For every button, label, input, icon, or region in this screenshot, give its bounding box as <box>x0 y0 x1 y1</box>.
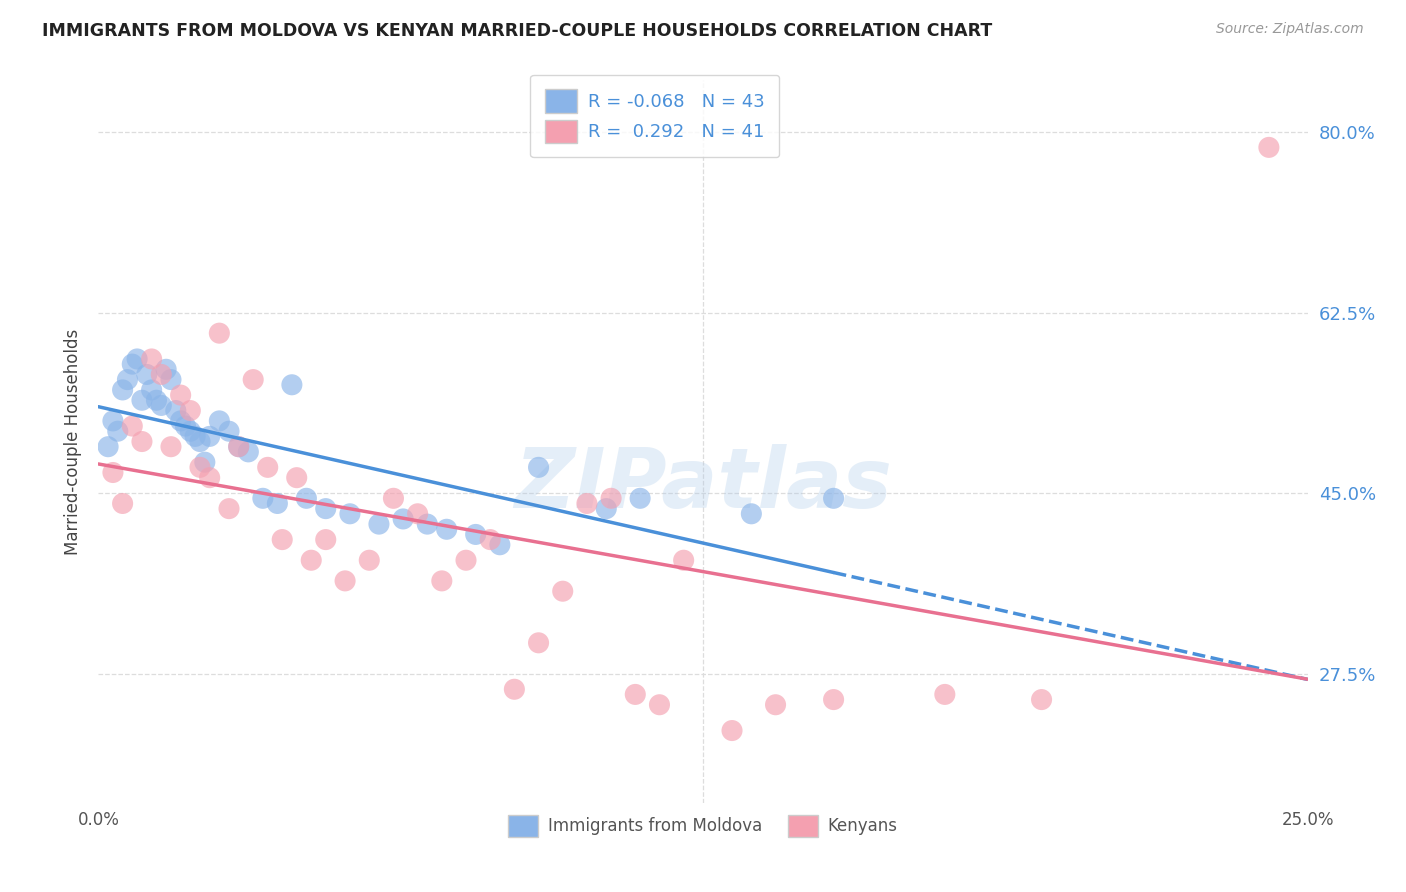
Point <box>454 553 477 567</box>
Point <box>416 517 439 532</box>
Point <box>315 501 337 516</box>
Text: IMMIGRANTS FROM MOLDOVA VS KENYAN MARRIED-COUPLE HOUSEHOLDS CORRELATION CHART: IMMIGRANTS FROM MOLDOVA VS KENYAN MARRIE… <box>42 22 993 40</box>
Point <box>141 351 163 366</box>
Legend: Immigrants from Moldova, Kenyans: Immigrants from Moldova, Kenyans <box>501 807 905 845</box>
Point <box>121 357 143 371</box>
Point <box>600 491 623 506</box>
Point <box>281 377 304 392</box>
Point <box>315 533 337 547</box>
Point <box>527 460 550 475</box>
Point <box>198 429 221 443</box>
Point <box>150 368 173 382</box>
Point <box>127 351 149 366</box>
Point <box>174 419 197 434</box>
Point <box>765 698 787 712</box>
Point <box>299 553 322 567</box>
Point <box>208 326 231 341</box>
Point <box>188 434 211 449</box>
Point <box>266 496 288 510</box>
Point <box>198 471 221 485</box>
Point <box>934 687 956 701</box>
Point <box>135 368 157 382</box>
Point <box>141 383 163 397</box>
Point <box>648 698 671 712</box>
Point <box>169 414 191 428</box>
Point <box>823 491 845 506</box>
Text: ZIPatlas: ZIPatlas <box>515 444 891 525</box>
Point <box>160 440 183 454</box>
Point <box>150 398 173 412</box>
Point <box>160 373 183 387</box>
Point <box>333 574 356 588</box>
Point <box>131 393 153 408</box>
Point <box>228 440 250 454</box>
Point <box>672 553 695 567</box>
Point <box>169 388 191 402</box>
Point <box>101 414 124 428</box>
Point <box>295 491 318 506</box>
Point <box>551 584 574 599</box>
Point <box>179 403 201 417</box>
Point <box>489 538 512 552</box>
Point <box>184 429 207 443</box>
Point <box>101 466 124 480</box>
Point <box>1031 692 1053 706</box>
Point <box>218 501 240 516</box>
Point <box>595 501 617 516</box>
Point <box>430 574 453 588</box>
Point <box>131 434 153 449</box>
Point <box>242 373 264 387</box>
Point <box>179 424 201 438</box>
Point <box>218 424 240 438</box>
Point <box>145 393 167 408</box>
Point <box>624 687 647 701</box>
Point <box>339 507 361 521</box>
Point <box>117 373 139 387</box>
Point <box>382 491 405 506</box>
Text: Source: ZipAtlas.com: Source: ZipAtlas.com <box>1216 22 1364 37</box>
Point <box>740 507 762 521</box>
Point <box>823 692 845 706</box>
Point <box>208 414 231 428</box>
Point <box>188 460 211 475</box>
Point <box>503 682 526 697</box>
Point <box>271 533 294 547</box>
Point <box>165 403 187 417</box>
Point <box>392 512 415 526</box>
Point <box>368 517 391 532</box>
Point <box>97 440 120 454</box>
Point <box>155 362 177 376</box>
Point <box>107 424 129 438</box>
Point <box>575 496 598 510</box>
Point <box>479 533 502 547</box>
Point <box>721 723 744 738</box>
Y-axis label: Married-couple Households: Married-couple Households <box>63 328 82 555</box>
Point <box>194 455 217 469</box>
Point <box>111 496 134 510</box>
Point <box>464 527 486 541</box>
Point <box>436 522 458 536</box>
Point <box>628 491 651 506</box>
Point <box>256 460 278 475</box>
Point <box>228 440 250 454</box>
Point <box>406 507 429 521</box>
Point <box>527 636 550 650</box>
Point <box>359 553 381 567</box>
Point <box>252 491 274 506</box>
Point <box>1257 140 1279 154</box>
Point <box>285 471 308 485</box>
Point <box>238 445 260 459</box>
Point <box>121 419 143 434</box>
Point <box>111 383 134 397</box>
